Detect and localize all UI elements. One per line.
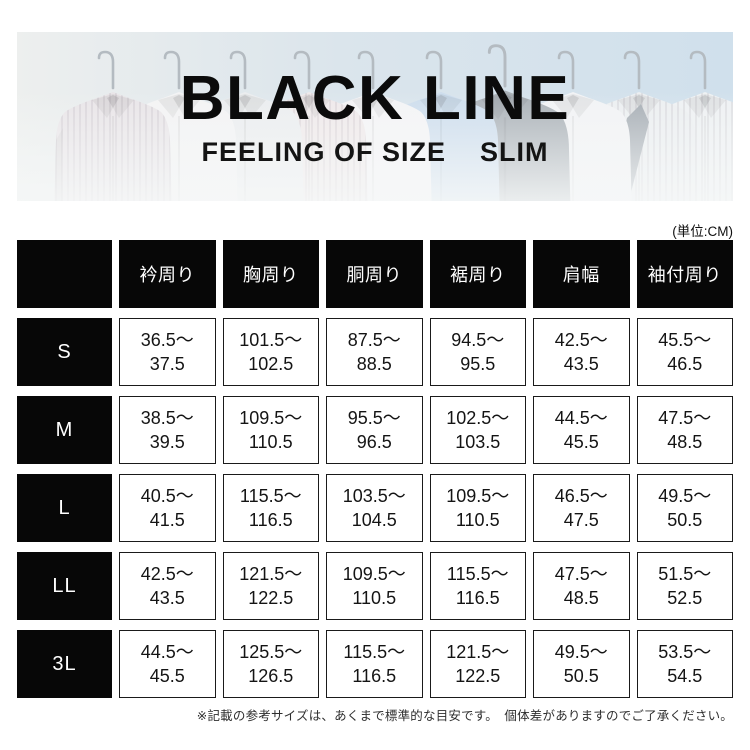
size-value-cell: 42.5〜 43.5 [533,318,630,386]
size-range: 49.5〜 50.5 [554,641,608,686]
size-value-cell: 101.5〜 102.5 [222,318,319,386]
hero-subtitle-value: SLIM [480,137,549,167]
size-range: 115.5〜 116.5 [239,485,302,530]
size-range: 47.5〜 48.5 [658,407,712,452]
size-range: 121.5〜 122.5 [239,563,303,608]
size-range: 121.5〜 122.5 [446,641,510,686]
size-label-ll: LL [17,552,112,620]
size-range: 53.5〜 54.5 [658,641,712,686]
size-label-3l: 3L [17,630,112,698]
size-label-s: S [17,318,112,386]
size-value-cell: 40.5〜 41.5 [119,474,216,542]
hero-banner: BLACK LINE FEELING OF SIZE SLIM [17,32,733,201]
size-value-cell: 38.5〜 39.5 [119,396,216,464]
size-range: 42.5〜 43.5 [554,329,608,374]
size-value-cell: 115.5〜 116.5 [326,630,423,698]
size-value-cell: 47.5〜 48.5 [533,552,630,620]
table-corner-cell [17,240,112,308]
size-value-cell: 49.5〜 50.5 [533,630,630,698]
size-value-cell: 115.5〜 116.5 [222,474,319,542]
size-range: 125.5〜 126.5 [239,641,303,686]
size-range: 42.5〜 43.5 [140,563,194,608]
size-label-l: L [17,474,112,542]
size-range: 49.5〜 50.5 [658,485,712,530]
size-range: 36.5〜 37.5 [140,329,194,374]
footer-note: ※記載の参考サイズは、あくまで標準的な目安です。 個体差がありますのでご了承くだ… [196,709,733,723]
column-header-hem: 裾周り [429,240,526,308]
hero-subtitle-label: FEELING OF SIZE [201,137,446,167]
size-range: 40.5〜 41.5 [140,485,194,530]
size-value-cell: 46.5〜 47.5 [533,474,630,542]
size-range: 87.5〜 88.5 [347,329,401,374]
size-range: 38.5〜 39.5 [140,407,194,452]
column-header-shoulder: 肩幅 [533,240,630,308]
size-range: 95.5〜 96.5 [347,407,401,452]
size-range: 94.5〜 95.5 [451,329,505,374]
size-value-cell: 121.5〜 122.5 [429,630,526,698]
column-header-waist: 胴周り [326,240,423,308]
size-value-cell: 42.5〜 43.5 [119,552,216,620]
column-header-collar: 衿周り [119,240,216,308]
size-range: 101.5〜 102.5 [239,329,303,374]
size-range: 103.5〜 104.5 [342,485,406,530]
size-value-cell: 47.5〜 48.5 [636,396,733,464]
size-range: 44.5〜 45.5 [140,641,194,686]
size-range: 109.5〜 110.5 [239,407,303,452]
size-range: 51.5〜 52.5 [658,563,712,608]
size-range: 115.5〜 116.5 [446,563,509,608]
size-range: 115.5〜 116.5 [343,641,406,686]
hero-subtitle: FEELING OF SIZE SLIM [17,136,733,168]
size-value-cell: 125.5〜 126.5 [222,630,319,698]
size-range: 45.5〜 46.5 [658,329,712,374]
unit-label: (単位:CM) [672,224,733,239]
size-value-cell: 94.5〜 95.5 [429,318,526,386]
size-range: 46.5〜 47.5 [554,485,608,530]
size-value-cell: 95.5〜 96.5 [326,396,423,464]
size-range: 47.5〜 48.5 [554,563,608,608]
size-value-cell: 121.5〜 122.5 [222,552,319,620]
size-range: 102.5〜 103.5 [446,407,510,452]
size-value-cell: 45.5〜 46.5 [636,318,733,386]
size-value-cell: 109.5〜 110.5 [429,474,526,542]
size-value-cell: 44.5〜 45.5 [533,396,630,464]
size-value-cell: 102.5〜 103.5 [429,396,526,464]
size-value-cell: 109.5〜 110.5 [326,552,423,620]
size-range: 109.5〜 110.5 [446,485,510,530]
size-range: 109.5〜 110.5 [342,563,406,608]
size-value-cell: 115.5〜 116.5 [429,552,526,620]
size-value-cell: 87.5〜 88.5 [326,318,423,386]
size-table: 衿周り 胸周り 胴周り 裾周り 肩幅 袖付周り S 36.5〜 37.5 101… [17,240,733,698]
size-value-cell: 49.5〜 50.5 [636,474,733,542]
column-header-chest: 胸周り [222,240,319,308]
size-value-cell: 36.5〜 37.5 [119,318,216,386]
hero-title: BLACK LINE [179,64,571,133]
size-value-cell: 51.5〜 52.5 [636,552,733,620]
hanging-shirts-photo [17,32,733,201]
size-value-cell: 103.5〜 104.5 [326,474,423,542]
size-label-m: M [17,396,112,464]
size-value-cell: 109.5〜 110.5 [222,396,319,464]
size-value-cell: 53.5〜 54.5 [636,630,733,698]
column-header-sleeve: 袖付周り [636,240,733,308]
size-range: 44.5〜 45.5 [554,407,608,452]
size-value-cell: 44.5〜 45.5 [119,630,216,698]
